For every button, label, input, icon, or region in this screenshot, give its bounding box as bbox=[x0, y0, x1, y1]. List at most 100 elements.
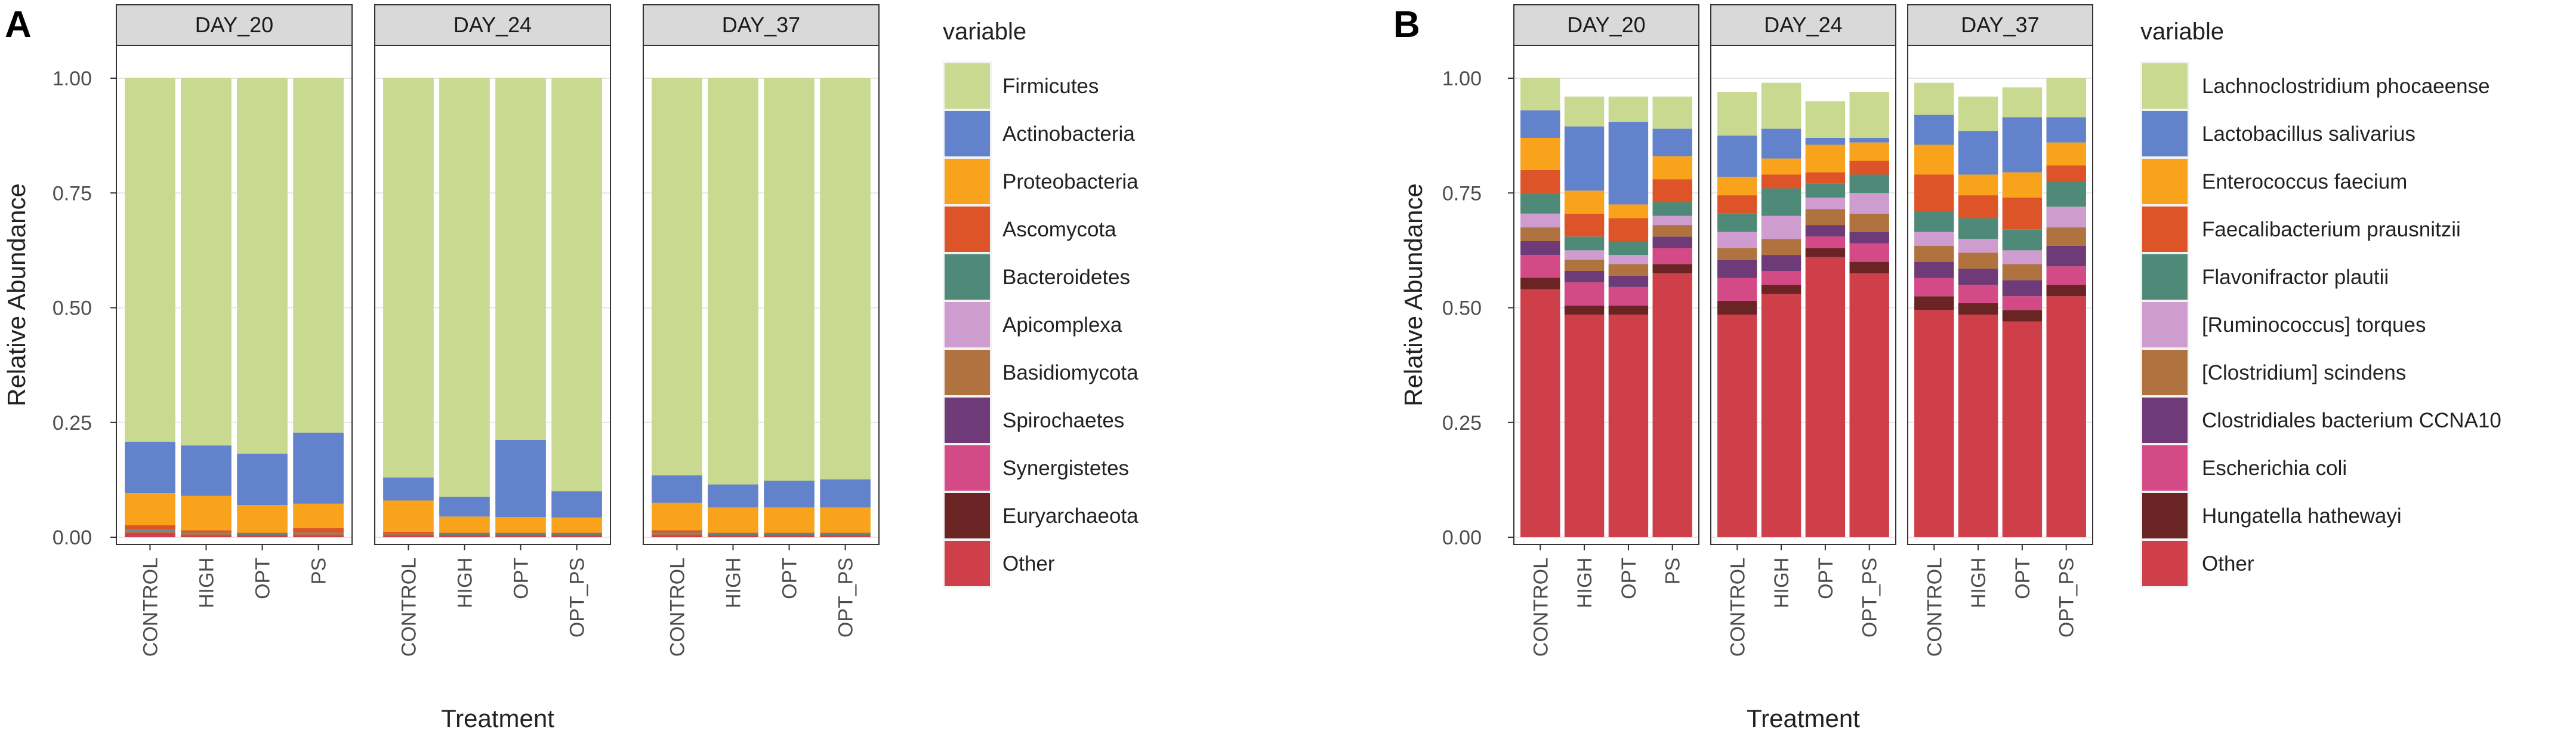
facet-strip-label: DAY_37 bbox=[1961, 13, 2039, 37]
bar-segment-control-faecalibacterium-prausnitzii bbox=[1520, 170, 1560, 193]
bar-segment-opt-ps-other bbox=[1849, 273, 1889, 537]
bar-segment-opt-ps-ruminococcus-torques bbox=[2046, 207, 2086, 227]
bar-segment-control-bacteroidetes bbox=[383, 533, 434, 534]
legend-entry: Clostridiales bacterium CCNA10 bbox=[2202, 409, 2501, 432]
bar-segment-control-ruminococcus-torques bbox=[1914, 232, 1954, 246]
legend-swatch bbox=[2142, 111, 2188, 156]
legend-swatch bbox=[2142, 207, 2188, 252]
y-tick-label: 0.50 bbox=[53, 297, 92, 320]
bar-segment-opt-flavonifractor-plautii bbox=[2002, 229, 2043, 251]
bar-segment-opt-hungatella-hathewayi bbox=[1608, 305, 1649, 315]
legend-swatch bbox=[945, 63, 990, 109]
bar-segment-opt-ps-escherichia-coli bbox=[1849, 243, 1889, 262]
bar-segment-opt-lactobacillus-salivarius bbox=[2002, 117, 2043, 173]
bar-segment-opt-clostridiales-bacterium-ccna10 bbox=[2002, 280, 2043, 297]
bar-segment-high-ruminococcus-torques bbox=[1564, 250, 1605, 260]
bar-segment-opt-firmicutes bbox=[237, 78, 288, 454]
facet-day-20: DAY_20 CONTROL HIGH OPT PS bbox=[116, 4, 353, 657]
bar-segment-control-other bbox=[1717, 315, 1757, 537]
facet-strip-label: DAY_37 bbox=[722, 13, 800, 37]
bar-segment-opt-clostridiales-bacterium-ccna10 bbox=[1805, 225, 1846, 237]
bar-segment-high-firmicutes bbox=[439, 78, 490, 497]
bar-segment-ps-other bbox=[1652, 273, 1692, 537]
legend-entry: Firmicutes bbox=[1002, 75, 1099, 98]
bar-segment-control-faecalibacterium-prausnitzii bbox=[1914, 174, 1954, 212]
bar-segment-control-actinobacteria bbox=[125, 442, 175, 494]
bar-segment-opt-enterococcus-faecium bbox=[1608, 204, 1649, 218]
bar-segment-control-clostridium-scindens bbox=[1520, 227, 1560, 241]
bar-segment-high-lachnoclostridium-phocaeense bbox=[1958, 96, 1998, 131]
bar-segment-high-lachnoclostridium-phocaeense bbox=[1761, 82, 1801, 129]
y-tick-label: 0.00 bbox=[53, 526, 92, 549]
legend-title: variable bbox=[2140, 19, 2224, 45]
bar-segment-opt-hungatella-hathewayi bbox=[1805, 248, 1846, 257]
bar-segment-high-bacteroidetes bbox=[439, 534, 490, 535]
bar-segment-ps-flavonifractor-plautii bbox=[1652, 202, 1692, 216]
legend-swatch bbox=[2142, 493, 2188, 538]
bar-segment-high-firmicutes bbox=[708, 78, 758, 485]
bar-segment-opt-flavonifractor-plautii bbox=[1805, 183, 1846, 198]
plot-border bbox=[1710, 45, 1896, 545]
bar-segment-opt-other bbox=[2002, 321, 2043, 537]
bar-segment-high-bacteroidetes bbox=[708, 534, 758, 535]
bar-segment-control-clostridium-scindens bbox=[1914, 245, 1954, 262]
x-tick-label: PS bbox=[308, 558, 331, 584]
legend-swatch bbox=[2142, 302, 2188, 347]
bar-segment-opt-other bbox=[1608, 315, 1649, 537]
bar-segment-ps-faecalibacterium-prausnitzii bbox=[1652, 179, 1692, 202]
bar-segment-opt-ps-lachnoclostridium-phocaeense bbox=[1849, 92, 1889, 138]
bar-segment-opt-ps-proteobacteria bbox=[820, 507, 871, 533]
bar-segment-control-lactobacillus-salivarius bbox=[1717, 136, 1757, 177]
bar-segment-high-hungatella-hathewayi bbox=[1958, 303, 1998, 315]
x-tick-label: OPT_PS bbox=[566, 558, 589, 638]
facet-day-24: DAY_24 CONTROL HIGH OPT OPT_PS bbox=[1710, 4, 1896, 657]
bar-segment-opt-ps-other bbox=[2046, 296, 2086, 537]
bar-segment-opt-ps-ruminococcus-torques bbox=[1849, 193, 1889, 214]
bar-segment-high-ascomycota bbox=[708, 532, 758, 534]
bar-segment-ps-other bbox=[293, 535, 344, 537]
x-tick-label: HIGH bbox=[195, 558, 218, 608]
legend-swatch bbox=[945, 207, 990, 252]
bar-segment-high-clostridiales-bacterium-ccna10 bbox=[1761, 255, 1801, 271]
bar-segment-opt-ps-actinobacteria bbox=[820, 479, 871, 508]
bar-segment-ps-firmicutes bbox=[293, 78, 344, 433]
bar-segment-high-flavonifractor-plautii bbox=[1564, 236, 1605, 251]
x-tick-label: PS bbox=[1662, 558, 1685, 584]
bar-segment-opt-ruminococcus-torques bbox=[1608, 255, 1649, 264]
bar-segment-opt-ps-actinobacteria bbox=[551, 491, 602, 518]
bar-segment-ps-lactobacillus-salivarius bbox=[1652, 128, 1692, 156]
bar-segment-control-hungatella-hathewayi bbox=[1520, 278, 1560, 290]
bar-segment-opt-lachnoclostridium-phocaeense bbox=[1805, 101, 1846, 138]
bar-segment-control-other bbox=[383, 535, 434, 537]
facet-strip-label: DAY_20 bbox=[1567, 13, 1645, 37]
bar-segment-opt-bacteroidetes bbox=[764, 534, 815, 535]
bar-segment-control-ruminococcus-torques bbox=[1717, 232, 1757, 248]
y-tick-label: 1.00 bbox=[53, 67, 92, 90]
bar-segment-control-actinobacteria bbox=[383, 478, 434, 501]
legend-swatch bbox=[945, 445, 990, 491]
bar-segment-control-enterococcus-faecium bbox=[1717, 177, 1757, 196]
facet-strip-label: DAY_24 bbox=[1764, 13, 1842, 37]
bar-segment-opt-faecalibacterium-prausnitzii bbox=[1608, 218, 1649, 241]
bar-segment-high-basidiomycota bbox=[181, 533, 232, 535]
bar-segment-ps-ascomycota bbox=[293, 528, 344, 533]
bar-segment-opt-ps-lactobacillus-salivarius bbox=[1849, 137, 1889, 143]
bar-segment-opt-ps-clostridiales-bacterium-ccna10 bbox=[1849, 232, 1889, 244]
legend-swatch bbox=[945, 111, 990, 156]
bar-segment-high-other bbox=[1958, 315, 1998, 537]
bar-segment-control-basidiomycota bbox=[383, 534, 434, 535]
bar-segment-opt-other bbox=[237, 535, 288, 537]
bar-segment-opt-ps-other bbox=[820, 535, 871, 537]
bar-segment-opt-lachnoclostridium-phocaeense bbox=[1608, 96, 1649, 122]
legend-entry: [Ruminococcus] torques bbox=[2202, 313, 2426, 337]
bar-segment-ps-actinobacteria bbox=[293, 432, 344, 504]
bar-segment-control-flavonifractor-plautii bbox=[1717, 213, 1757, 232]
bar-segment-opt-other bbox=[495, 535, 546, 537]
bar-segment-high-escherichia-coli bbox=[1761, 270, 1801, 285]
legend-entry: Proteobacteria bbox=[1002, 170, 1139, 193]
bar-segment-opt-ps-firmicutes bbox=[551, 78, 602, 492]
legend-swatch bbox=[2142, 445, 2188, 491]
bar-segment-opt-ps-enterococcus-faecium bbox=[2046, 142, 2086, 166]
legend-swatch bbox=[945, 493, 990, 538]
x-tick-label: OPT bbox=[2012, 558, 2034, 599]
